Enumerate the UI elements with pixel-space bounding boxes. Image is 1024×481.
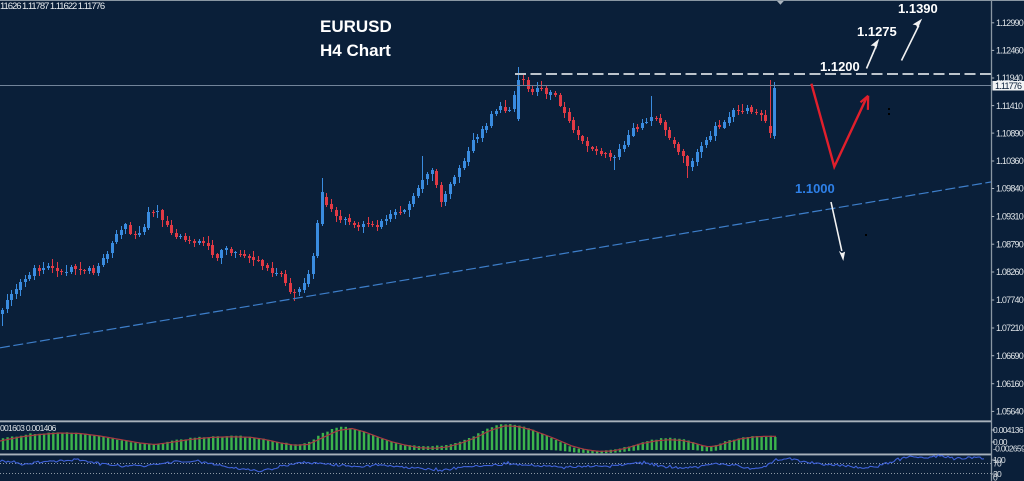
svg-text:1.08790: 1.08790	[996, 239, 1024, 249]
svg-text:-0.002659: -0.002659	[993, 444, 1024, 454]
svg-text:70: 70	[993, 459, 1002, 469]
svg-text:1.11410: 1.11410	[996, 101, 1023, 111]
svg-text:1.1390: 1.1390	[898, 1, 938, 16]
svg-text:1.11940: 1.11940	[996, 73, 1023, 83]
svg-text:EURUSD: EURUSD	[320, 17, 392, 36]
svg-text:1.12990: 1.12990	[996, 18, 1024, 28]
svg-text:1.1000: 1.1000	[795, 181, 835, 196]
svg-text:0.004136: 0.004136	[993, 425, 1024, 435]
svg-text:0: 0	[993, 473, 998, 481]
svg-text:1.10890: 1.10890	[996, 128, 1024, 138]
svg-text:1.07210: 1.07210	[996, 323, 1024, 333]
svg-text:11626 1.11787 1.11622 1.11776: 11626 1.11787 1.11622 1.11776	[0, 1, 105, 12]
svg-text:1.09310: 1.09310	[996, 212, 1024, 222]
svg-text:1.08260: 1.08260	[996, 267, 1024, 277]
svg-text:H4 Chart: H4 Chart	[320, 41, 391, 60]
svg-text:30: 30	[993, 469, 1002, 479]
svg-text:100: 100	[993, 455, 1006, 465]
svg-text:1.06160: 1.06160	[996, 379, 1024, 389]
svg-text:0.00: 0.00	[993, 437, 1008, 447]
svg-text:001603 0.001406: 001603 0.001406	[0, 423, 57, 433]
svg-text:1.06690: 1.06690	[996, 351, 1024, 361]
svg-text:1.1200: 1.1200	[820, 59, 860, 74]
svg-text:1.09840: 1.09840	[996, 184, 1024, 194]
svg-text:1.12460: 1.12460	[996, 46, 1024, 56]
svg-text:1.05640: 1.05640	[996, 407, 1024, 417]
svg-text:1.11776: 1.11776	[995, 81, 1022, 91]
svg-text:1.10360: 1.10360	[996, 156, 1024, 166]
svg-text:1.1275: 1.1275	[857, 24, 897, 39]
svg-text:1.07740: 1.07740	[996, 295, 1024, 305]
